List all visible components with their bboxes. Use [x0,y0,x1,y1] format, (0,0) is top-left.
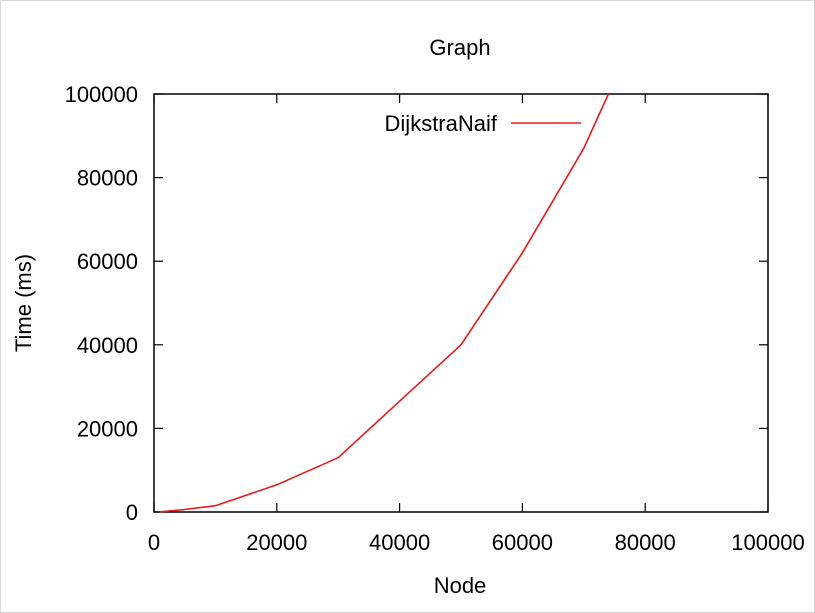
y-tick-label: 20000 [77,416,138,441]
plot-area [153,93,769,513]
x-tick-label: 0 [148,530,160,555]
y-tick-label: 80000 [77,166,138,191]
x-axis: 0 20000 40000 60000 80000 100000 [148,94,805,555]
y-tick-label: 100000 [65,82,138,107]
x-tick-label: 80000 [615,530,676,555]
x-tick-label: 100000 [731,530,804,555]
y-tick-label: 40000 [77,333,138,358]
x-tick-label: 60000 [492,530,553,555]
x-axis-title: Node [434,573,487,598]
y-axis: 0 20000 40000 60000 80000 100000 [65,82,768,525]
y-tick-label: 60000 [77,249,138,274]
chart-title: Graph [429,35,490,60]
x-tick-label: 40000 [369,530,430,555]
legend-label-dijkstranaif: DijkstraNaif [385,111,498,136]
y-axis-title: Time (ms) [11,254,36,352]
y-tick-label: 0 [126,500,138,525]
x-tick-label: 20000 [246,530,307,555]
series-line-dijkstranaif [160,93,610,513]
series-layer [160,93,610,513]
legend: DijkstraNaif [385,111,581,136]
